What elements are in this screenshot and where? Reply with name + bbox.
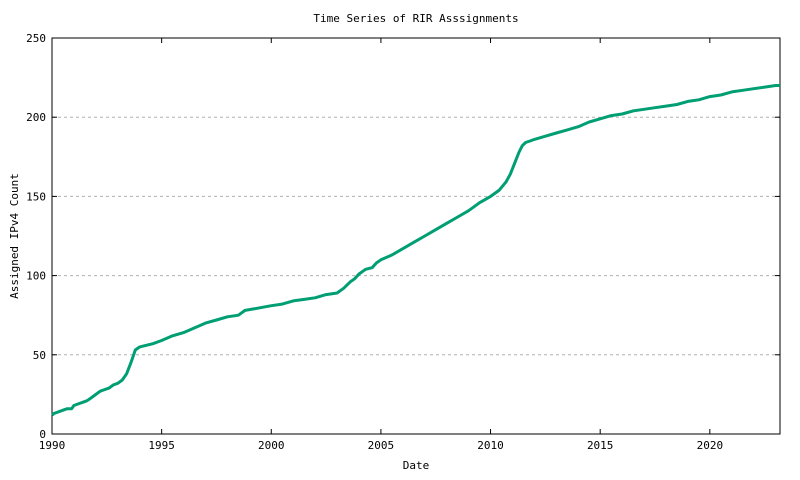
x-tick-label: 2000 (258, 439, 285, 452)
x-axis-label: Date (402, 459, 430, 472)
x-tick-label: 2010 (477, 439, 504, 452)
y-tick-label: 0 (39, 428, 46, 441)
x-tick-label: 1995 (148, 439, 175, 452)
y-tick-label: 150 (26, 190, 46, 203)
y-axis-label: Assigned IPv4 Count (8, 173, 21, 299)
x-tick-label: 2020 (697, 439, 724, 452)
x-tick-label: 2015 (587, 439, 614, 452)
y-tick-label: 200 (26, 111, 46, 124)
y-tick-label: 250 (26, 32, 46, 45)
chart-title: Time Series of RIR Asssignments (313, 12, 519, 25)
plot-border (51, 37, 781, 435)
data-line-assigned-ipv4-count (51, 84, 780, 417)
x-tick-label: 1990 (39, 439, 66, 452)
x-tick-label: 2005 (368, 439, 395, 452)
y-tick-label: 100 (26, 270, 46, 283)
y-tick-label: 50 (33, 349, 46, 362)
